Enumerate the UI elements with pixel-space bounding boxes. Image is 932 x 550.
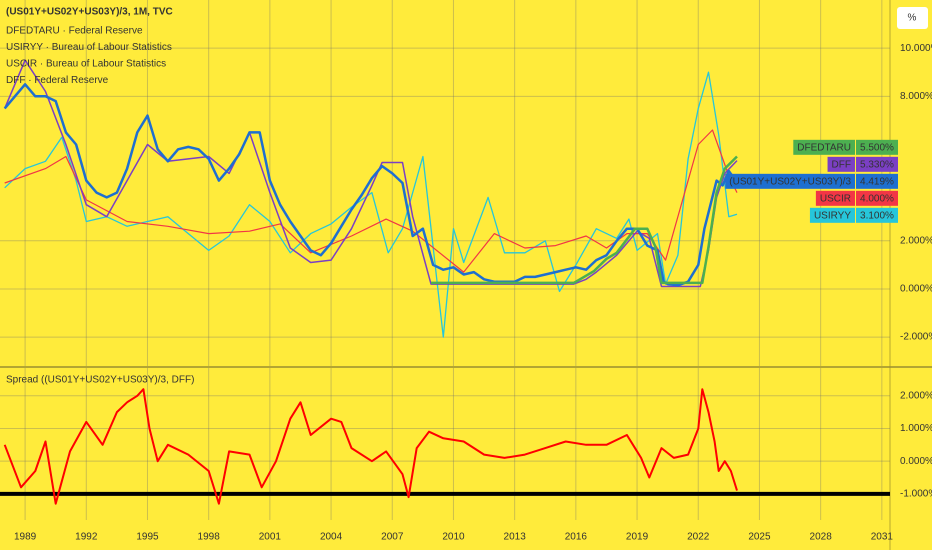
value-tag-label: 5.330% <box>860 159 894 170</box>
x-tick-label: 2007 <box>381 532 404 543</box>
x-tick-label: 2019 <box>626 532 649 543</box>
x-tick-label: 1992 <box>75 532 98 543</box>
x-tick-label: 2004 <box>320 532 343 543</box>
y-tick-label: 8.000% <box>900 91 932 102</box>
x-tick-label: 1989 <box>14 532 37 543</box>
x-tick-label: 2016 <box>565 532 588 543</box>
name-tag-label: DFEDTARU <box>797 142 851 153</box>
name-tag-box <box>793 139 855 155</box>
value-tag-label: 5.500% <box>860 142 894 153</box>
legend-entry: USCIR · Bureau of Labour Statistics <box>6 59 166 70</box>
x-tick-label: 2001 <box>259 532 282 543</box>
y-tick-label: 2.000% <box>900 390 932 401</box>
series-line <box>4 59 738 288</box>
y-tick-label: 2.000% <box>900 235 932 246</box>
pane: -2.000% 0.000% 2.000% 8.000% 10.000% (US01Y+U… <box>0 0 932 366</box>
value-tag-box <box>856 173 898 189</box>
y-tick-label: 1.000% <box>900 423 932 434</box>
legend-entry: USIRYY · Bureau of Labour Statistics <box>6 42 172 53</box>
x-tick-label: 1998 <box>198 532 221 543</box>
scale-button[interactable] <box>897 7 928 29</box>
x-tick-label: 2022 <box>687 532 710 543</box>
value-tag-box <box>856 156 898 172</box>
x-tick-label: 2031 <box>871 532 894 543</box>
pane: -1.000% 0.000% 1.000% 2.000% Spread ((US01Y+… <box>0 368 932 543</box>
chart-title: (US01Y+US02Y+US03Y)/3, 1M, TVC <box>6 7 173 18</box>
name-tag-label: DFF <box>832 159 851 170</box>
series-line <box>431 155 738 285</box>
scale-button-label[interactable]: % <box>908 13 917 24</box>
name-tag-box <box>809 207 855 223</box>
series-line <box>3 388 738 505</box>
y-tick-label: -1.000% <box>900 488 932 499</box>
name-tag-label: (US01Y+US02Y+US03Y)/3 <box>729 176 851 187</box>
value-tag-label: 3.100% <box>860 210 894 221</box>
name-tag-label: USIRYY <box>814 210 851 221</box>
value-tag-label: 4.419% <box>860 176 894 187</box>
y-tick-label: 0.000% <box>900 456 932 467</box>
legend-entry: DFEDTARU · Federal Reserve <box>6 26 143 37</box>
legend-entry: DFF · Federal Reserve <box>6 75 109 86</box>
pane-title: Spread ((US01Y+US02Y+US03Y)/3, DFF) <box>6 375 194 386</box>
y-tick-label: 10.000% <box>900 43 932 54</box>
name-tag-label: USCIR <box>820 193 851 204</box>
y-tick-label: 0.000% <box>900 284 932 295</box>
series-line <box>4 71 738 338</box>
x-tick-label: 2013 <box>504 532 527 543</box>
x-tick-label: 2010 <box>442 532 465 543</box>
x-tick-label: 1995 <box>136 532 159 543</box>
y-tick-label: -2.000% <box>900 332 932 343</box>
name-tag-box <box>815 190 855 206</box>
x-tick-label: 2028 <box>810 532 833 543</box>
x-tick-label: 2025 <box>748 532 771 543</box>
series-line <box>4 129 738 273</box>
value-tag-label: 4.000% <box>860 193 894 204</box>
value-tag-box <box>856 190 898 206</box>
name-tag-box <box>725 173 855 189</box>
name-tag-box <box>827 156 855 172</box>
series-line <box>3 83 739 287</box>
value-tag-box <box>856 139 898 155</box>
value-tag-box <box>856 207 898 223</box>
